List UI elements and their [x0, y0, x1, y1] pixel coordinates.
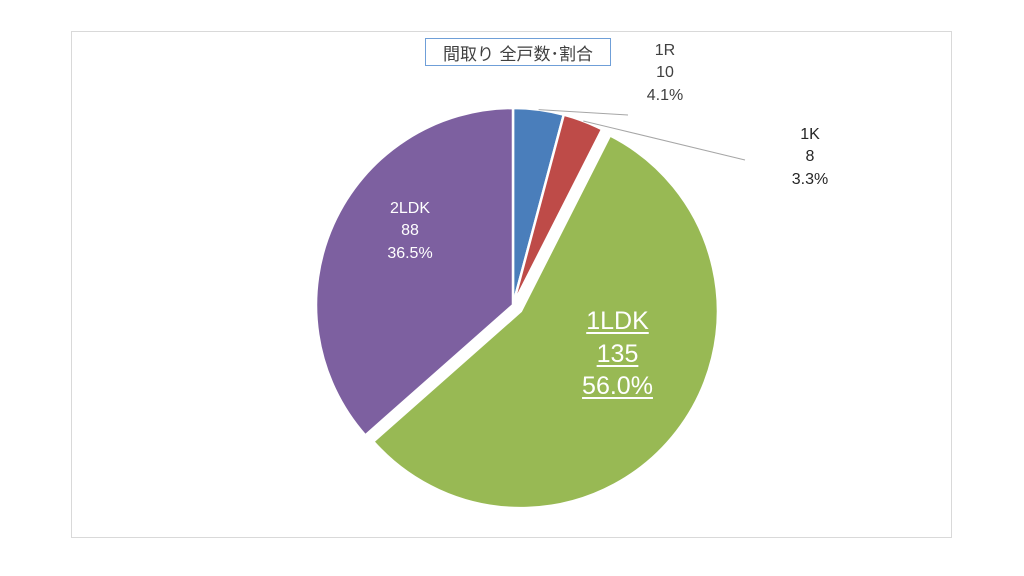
data-label-1r: 1R 10 4.1% [630, 40, 700, 107]
leader-line-1k [583, 120, 746, 161]
slice-name-1ldk: 1LDK [586, 307, 649, 335]
pie-slice-2ldk [314, 106, 515, 437]
data-label-1ldk: 1LDK 135 56.0% [565, 305, 670, 403]
slice-count-1k: 8 [805, 148, 815, 166]
slice-percent-1ldk: 56.0% [582, 372, 653, 400]
slice-name-1k: 1K [800, 126, 820, 143]
data-label-1k: 1K 8 3.3% [775, 124, 845, 191]
pie-slices [314, 106, 720, 510]
slice-percent-2ldk: 36.5% [387, 244, 433, 262]
leader-line-1r [538, 109, 629, 116]
slice-count-1ldk: 135 [596, 339, 639, 368]
slice-percent-1k: 3.3% [791, 170, 829, 188]
slice-count-1r: 10 [656, 64, 674, 82]
data-label-2ldk: 2LDK 88 36.5% [370, 198, 450, 265]
slice-name-2ldk: 2LDK [389, 200, 431, 217]
pie-slice-1ldk [372, 134, 720, 510]
chart-title: 間取り 全戸数･割合 [425, 38, 611, 66]
slice-count-2ldk: 88 [401, 222, 419, 240]
slice-percent-1r: 4.1% [646, 86, 684, 104]
leader-lines [538, 109, 746, 161]
slice-name-1r: 1R [654, 42, 676, 59]
